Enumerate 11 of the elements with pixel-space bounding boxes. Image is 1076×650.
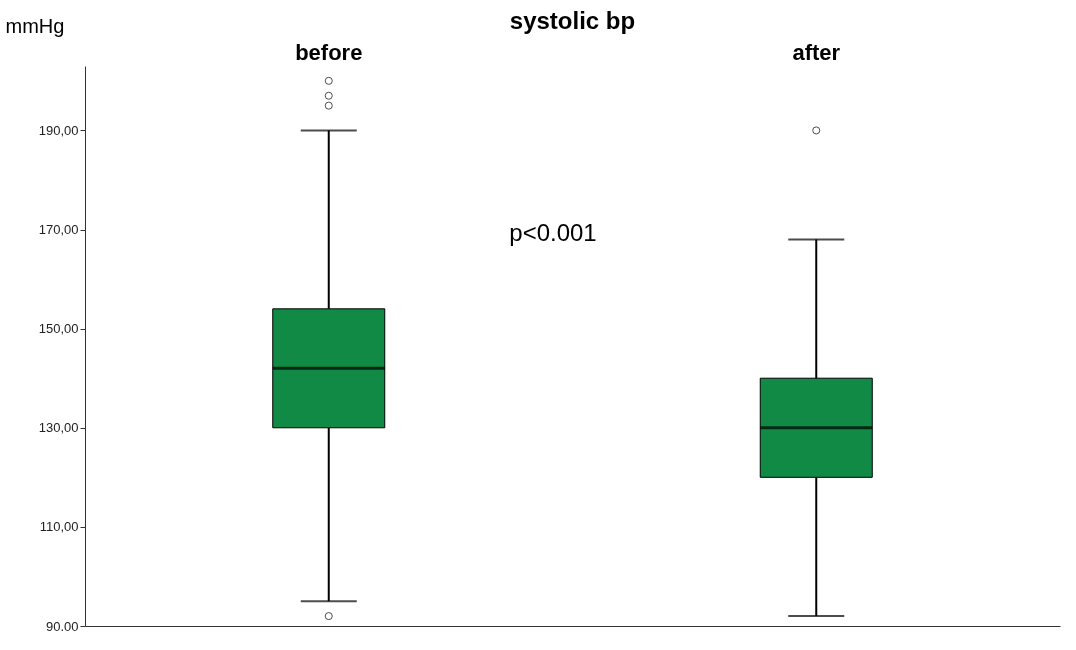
chart-title: systolic bp <box>509 7 636 34</box>
y-tick-label: 110,00 <box>39 519 79 535</box>
x-tick-label: before <box>295 39 363 65</box>
y-axis-title: mmHg <box>5 14 65 37</box>
y-tick-label: 90.00 <box>45 618 79 634</box>
y-tick-label: 170,00 <box>38 222 79 238</box>
annotation: p<0.001 <box>509 219 597 246</box>
y-tick-label: 130,00 <box>38 420 79 436</box>
y-tick-label: 150,00 <box>38 321 79 337</box>
x-tick-label: after <box>792 39 841 65</box>
y-tick-label: 190,00 <box>38 122 79 138</box>
